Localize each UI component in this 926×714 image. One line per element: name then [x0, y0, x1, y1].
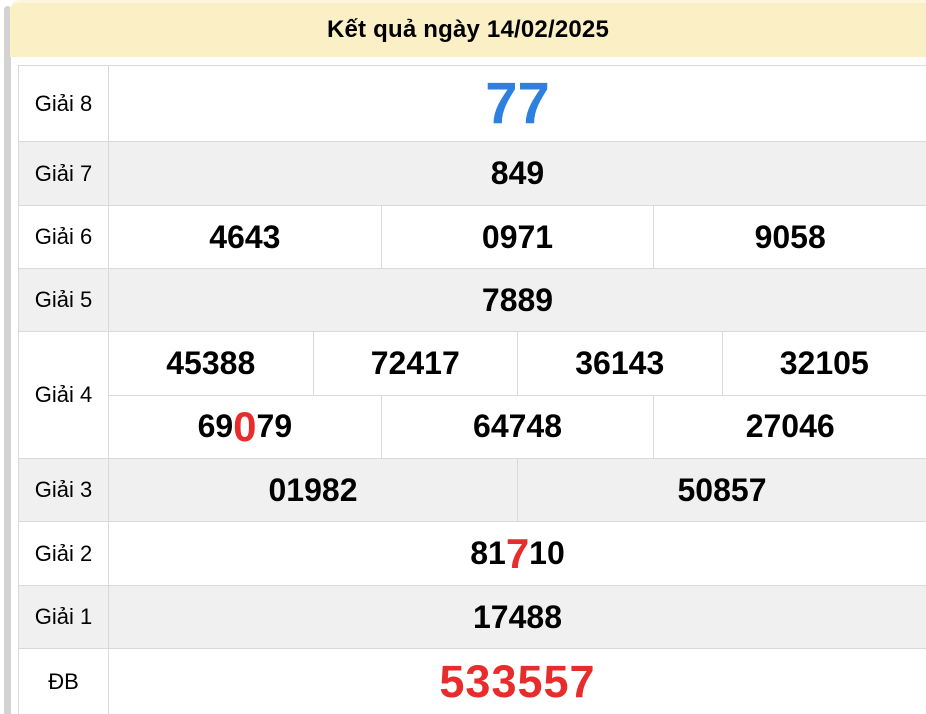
prize-row: Giải 3 01982 50857 [19, 459, 926, 522]
prize-values: 81 7 10 [109, 522, 926, 585]
prize-values: 01982 50857 [109, 459, 926, 521]
prize-number: 9058 [653, 206, 926, 268]
prize-values: 7889 [109, 269, 926, 331]
prize-number: 81 7 10 [109, 522, 926, 585]
prize-line: 849 [109, 142, 926, 205]
prize-values: 533557 [109, 649, 926, 714]
prize-label: Giải 1 [19, 586, 109, 648]
prize-line: 7889 [109, 269, 926, 331]
prize-row: Giải 8 77 [19, 66, 926, 142]
prize-row: Giải 6 4643 0971 9058 [19, 206, 926, 269]
prize-number: 4643 [209, 218, 281, 255]
digit-group: 10 [529, 535, 565, 571]
prize-values: 4643 0971 9058 [109, 206, 926, 268]
prize-number: 17488 [473, 598, 562, 635]
highlighted-digit: 7 [505, 529, 530, 577]
prize-row: Giải 5 7889 [19, 269, 926, 332]
prize-line: 4643 0971 9058 [109, 206, 926, 268]
prize-label: Giải 6 [19, 206, 109, 268]
prize-values: 77 [109, 66, 926, 141]
prize-line: 69 0 79 64748 27046 [109, 394, 926, 459]
prize-number: 77 [485, 71, 550, 136]
prize-values: 17488 [109, 586, 926, 648]
prize-label: Giải 7 [19, 142, 109, 205]
prize-number: 45388 [166, 344, 256, 381]
prize-label: ĐB [19, 649, 109, 714]
results-table: Giải 8 77 Giải 7 849 Giải 6 4643 0971 9058 Giải … [18, 65, 926, 714]
results-header: Kết quả ngày 14/02/2025 [10, 0, 926, 57]
prize-number: 32105 [721, 332, 926, 395]
prize-row: Giải 1 17488 [19, 586, 926, 649]
prize-row: Giải 4 45388 72417 36143 32105 69 0 79 64748 2704… [19, 332, 926, 459]
prize-label: Giải 2 [19, 522, 109, 585]
prize-number: 0971 [380, 206, 654, 268]
prize-number: 849 [490, 155, 545, 191]
prize-line: 533557 [109, 649, 926, 714]
prize-label: Giải 4 [19, 332, 109, 458]
prize-label: Giải 3 [19, 459, 109, 521]
prize-line: 45388 72417 36143 32105 [109, 332, 926, 395]
prize-label: Giải 8 [19, 66, 109, 141]
left-edge-strip [4, 6, 11, 714]
prize-number: 36143 [517, 332, 722, 395]
prize-line: 81 7 10 [109, 522, 926, 585]
prize-label: Giải 5 [19, 269, 109, 331]
results-title: Kết quả ngày 14/02/2025 [326, 16, 610, 43]
prize-number: 69 0 79 [109, 396, 381, 459]
prize-number: 72417 [312, 332, 518, 395]
highlighted-digit: 0 [233, 402, 257, 450]
prize-number: 533557 [439, 656, 596, 707]
prize-number: 7889 [481, 281, 554, 318]
digit-group: 69 [197, 408, 234, 445]
prize-number: 01982 [268, 471, 358, 508]
prize-line: 01982 50857 [109, 459, 926, 521]
digit-group: 79 [256, 408, 293, 445]
prize-values: 45388 72417 36143 32105 69 0 79 64748 27046 [109, 332, 926, 458]
prize-line: 17488 [109, 586, 926, 648]
digit-group: 81 [470, 535, 506, 571]
prize-row: ĐB 533557 [19, 649, 926, 714]
prize-line: 77 [109, 66, 926, 141]
prize-row: Giải 7 849 [19, 142, 926, 206]
prize-number: 64748 [380, 395, 654, 458]
prize-number: 50857 [517, 459, 926, 521]
prize-number: 27046 [653, 395, 926, 458]
prize-row: Giải 2 81 7 10 [19, 522, 926, 586]
prize-values: 849 [109, 142, 926, 205]
